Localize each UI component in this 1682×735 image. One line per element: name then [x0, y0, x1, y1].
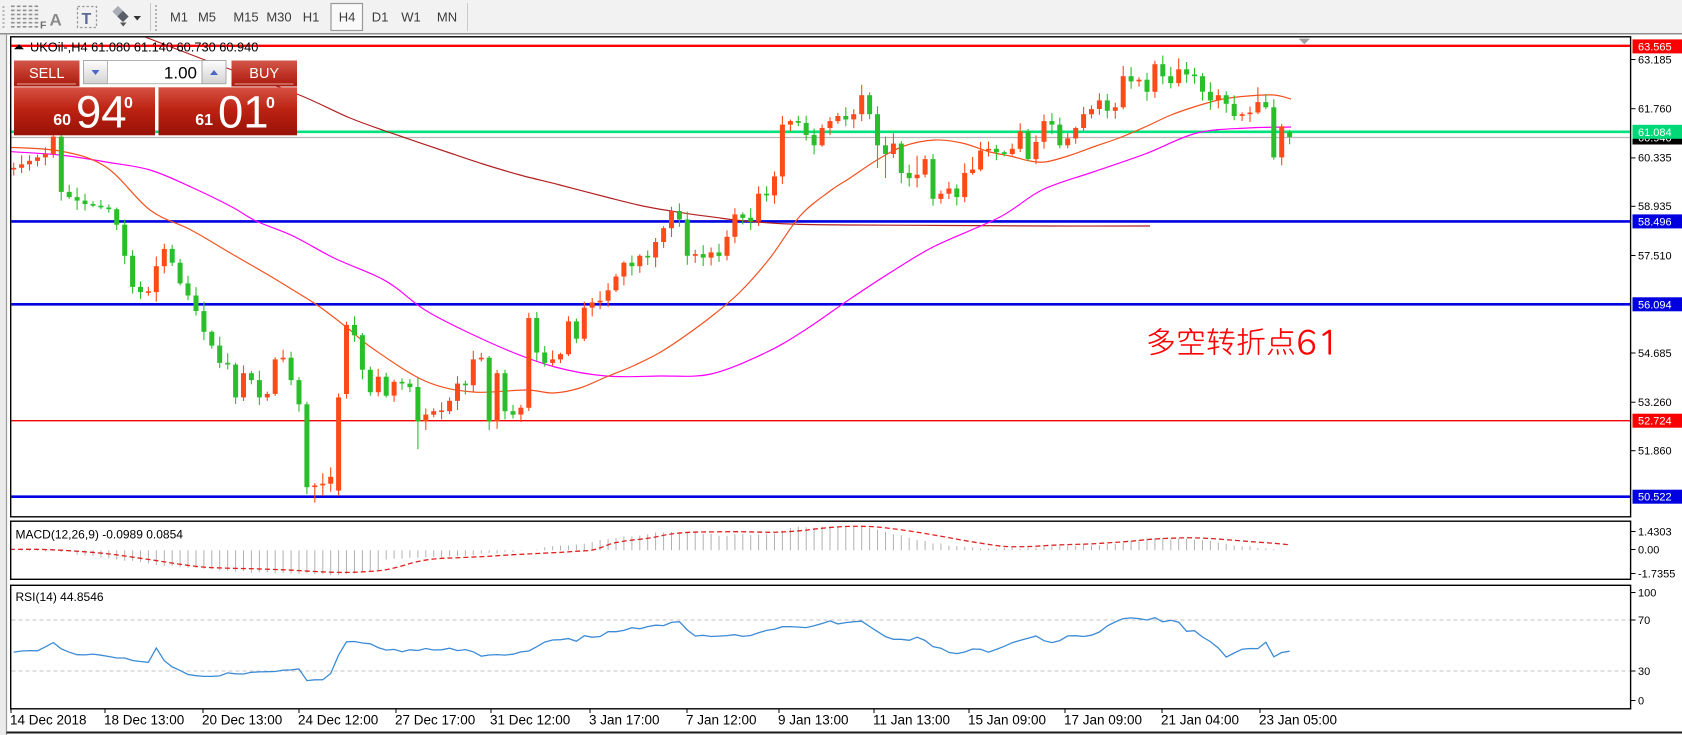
svg-text:58.935: 58.935 — [1638, 201, 1672, 213]
svg-text:11 Jan 13:00: 11 Jan 13:00 — [873, 713, 950, 728]
svg-text:M5: M5 — [198, 10, 216, 25]
svg-text:0: 0 — [124, 95, 133, 112]
svg-text:H1: H1 — [303, 10, 320, 25]
svg-text:W1: W1 — [401, 10, 421, 25]
svg-text:18 Dec 13:00: 18 Dec 13:00 — [104, 713, 184, 728]
svg-text:M30: M30 — [266, 10, 291, 25]
svg-text:UKOil-,H4 61.080 61.140 60.73: UKOil-,H4 61.080 61.140 60.730 60.940 — [30, 40, 258, 55]
svg-text:50.522: 50.522 — [1638, 492, 1672, 504]
svg-text:A: A — [50, 11, 62, 30]
svg-text:24 Dec 12:00: 24 Dec 12:00 — [298, 713, 378, 728]
svg-text:M1: M1 — [170, 10, 188, 25]
svg-text:17 Jan 09:00: 17 Jan 09:00 — [1064, 713, 1142, 728]
svg-text:30: 30 — [1638, 666, 1650, 678]
svg-text:01: 01 — [218, 87, 269, 138]
svg-text:3 Jan 17:00: 3 Jan 17:00 — [589, 713, 660, 728]
svg-text:23 Jan 05:00: 23 Jan 05:00 — [1259, 713, 1337, 728]
svg-text:51.860: 51.860 — [1638, 446, 1672, 458]
svg-text:MACD(12,26,9) -0.0989 0.0854: MACD(12,26,9) -0.0989 0.0854 — [16, 528, 184, 542]
svg-text:56.094: 56.094 — [1638, 299, 1672, 311]
svg-text:MN: MN — [437, 10, 457, 25]
svg-text:RSI(14) 44.8546: RSI(14) 44.8546 — [16, 590, 104, 604]
svg-text:63.185: 63.185 — [1638, 54, 1672, 66]
svg-text:58.496: 58.496 — [1638, 216, 1672, 228]
svg-text:F: F — [40, 20, 47, 32]
svg-text:1.00: 1.00 — [164, 64, 197, 83]
svg-text:61.760: 61.760 — [1638, 104, 1672, 116]
svg-text:52.724: 52.724 — [1638, 416, 1672, 428]
svg-text:SELL: SELL — [29, 66, 64, 82]
svg-text:20 Dec 13:00: 20 Dec 13:00 — [202, 713, 282, 728]
svg-text:-1.7355: -1.7355 — [1638, 568, 1675, 580]
svg-text:H4: H4 — [339, 10, 356, 25]
svg-text:T: T — [82, 11, 92, 28]
svg-text:1.4303: 1.4303 — [1638, 526, 1672, 538]
svg-text:100: 100 — [1638, 587, 1656, 599]
svg-text:M15: M15 — [233, 10, 258, 25]
svg-text:9 Jan 13:00: 9 Jan 13:00 — [778, 713, 849, 728]
svg-text:61.084: 61.084 — [1638, 127, 1672, 139]
svg-text:53.260: 53.260 — [1638, 397, 1672, 409]
svg-text:60.335: 60.335 — [1638, 153, 1672, 165]
svg-text:BUY: BUY — [249, 66, 279, 82]
svg-text:0: 0 — [266, 95, 275, 112]
svg-text:60: 60 — [53, 112, 71, 129]
svg-text:21 Jan 04:00: 21 Jan 04:00 — [1161, 713, 1239, 728]
svg-text:0.00: 0.00 — [1638, 544, 1659, 556]
svg-text:0: 0 — [1638, 695, 1644, 707]
svg-text:14 Dec 2018: 14 Dec 2018 — [10, 713, 87, 728]
svg-text:54.685: 54.685 — [1638, 348, 1672, 360]
svg-text:63.565: 63.565 — [1638, 41, 1672, 53]
svg-text:D1: D1 — [372, 10, 389, 25]
svg-text:7 Jan 12:00: 7 Jan 12:00 — [686, 713, 757, 728]
svg-text:70: 70 — [1638, 615, 1650, 627]
svg-text:27 Dec 17:00: 27 Dec 17:00 — [395, 713, 475, 728]
svg-text:31 Dec 12:00: 31 Dec 12:00 — [490, 713, 570, 728]
svg-text:61: 61 — [195, 112, 213, 129]
svg-text:94: 94 — [76, 87, 127, 138]
svg-text:57.510: 57.510 — [1638, 250, 1672, 262]
svg-text:15 Jan 09:00: 15 Jan 09:00 — [968, 713, 1046, 728]
